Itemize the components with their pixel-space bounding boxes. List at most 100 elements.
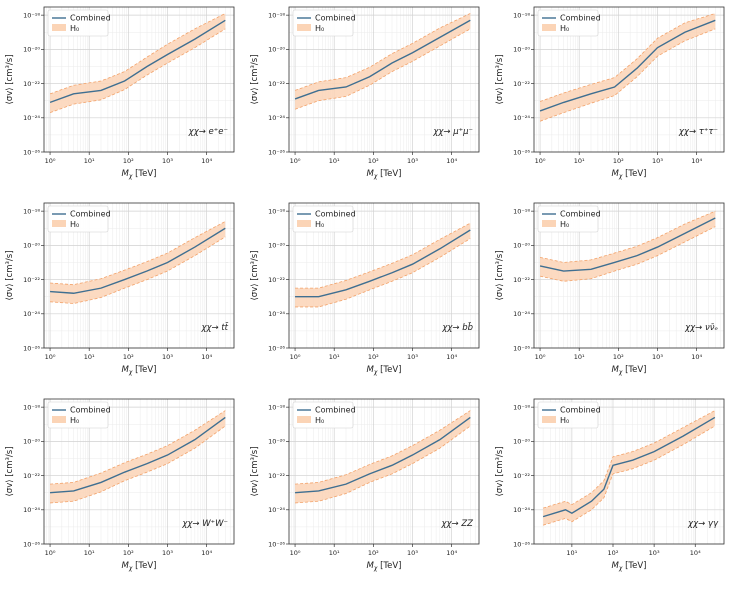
y-tick-label: 10⁻²⁰ <box>513 438 530 446</box>
x-tick-label: 10² <box>368 353 379 361</box>
axes-frame <box>43 6 235 153</box>
x-tick-label: 10⁴ <box>446 353 457 361</box>
chart-panel: 10⁰ 10¹ 10² 10³ 10⁴ 10⁻²⁶ 10⁻²⁴ 10⁻²² 10⁻²⁰ 10⁻¹⁸… <box>490 0 735 197</box>
chart-panel: 10⁰ 10¹ 10² 10³ 10⁴ 10⁻²⁶ 10⁻²⁴ 10⁻²² 10⁻²⁰ 10⁻¹⁸… <box>490 196 735 393</box>
y-tick-label: 10⁻²² <box>268 472 285 480</box>
y-tick-label: 10⁻¹⁸ <box>268 403 285 411</box>
y-tick-label: 10⁻¹⁸ <box>268 207 285 215</box>
x-axis-label: Mχ [TeV] <box>366 169 401 180</box>
legend-label-combined: Combined <box>560 210 601 219</box>
channel-label: χχ→ τ⁺τ⁻ <box>678 127 718 137</box>
x-tick-label: 10³ <box>162 157 173 165</box>
axes-frame <box>43 202 235 349</box>
h0-band <box>295 13 471 110</box>
x-axis-label: Mχ [TeV] <box>611 561 646 572</box>
x-tick-label: 10¹ <box>329 157 340 165</box>
plot-area <box>294 13 471 110</box>
h0-band <box>295 410 471 503</box>
y-axis-label: ⟨σv⟩ [cm³/s] <box>5 250 15 300</box>
legend-band-swatch <box>542 220 556 227</box>
y-tick-label: 10⁻¹⁸ <box>23 403 40 411</box>
h0-upper-edge <box>294 13 471 91</box>
y-tick-label: 10⁻²² <box>23 80 40 88</box>
x-tick-label: 10³ <box>407 353 418 361</box>
h0-lower-edge <box>295 425 471 504</box>
h0-band <box>295 223 471 307</box>
h0-band <box>50 410 226 503</box>
legend-band-swatch <box>297 416 311 423</box>
plot-area <box>295 222 471 308</box>
x-tick-label: 10² <box>613 157 624 165</box>
h0-lower-edge <box>543 425 716 526</box>
y-tick-label: 10⁻²⁰ <box>23 242 40 250</box>
h0-upper-edge <box>543 410 716 509</box>
chart-panel: 10⁰ 10¹ 10² 10³ 10⁴ 10⁻²⁶ 10⁻²⁴ 10⁻²² 10⁻²⁰ 10⁻¹⁸… <box>245 392 490 589</box>
x-tick-label: 10⁴ <box>201 353 212 361</box>
legend-label-combined: Combined <box>560 14 601 23</box>
y-axis-label: ⟨σv⟩ [cm³/s] <box>495 250 505 300</box>
x-tick-label: 10² <box>608 549 619 557</box>
plot-area <box>50 410 226 504</box>
y-axis-label: ⟨σv⟩ [cm³/s] <box>250 446 260 496</box>
h0-band <box>50 221 226 304</box>
y-tick-label: 10⁻²⁶ <box>513 148 530 156</box>
axes-frame <box>533 6 725 153</box>
h0-upper-edge <box>539 13 716 102</box>
axes-frame <box>288 202 480 349</box>
legend-band-swatch <box>297 24 311 31</box>
legend-label-combined: Combined <box>70 14 111 23</box>
legend-label-combined: Combined <box>315 210 356 219</box>
y-tick-label: 10⁻²⁶ <box>513 540 530 548</box>
h0-upper-edge <box>295 410 471 485</box>
chart-panel: 10¹ 10² 10³ 10⁴ 10⁻²⁶ 10⁻²⁴ 10⁻²² 10⁻²⁰ 10⁻¹⁸ Mχ … <box>490 392 735 589</box>
h0-upper-edge <box>539 210 716 263</box>
chart-svg: 10⁰ 10¹ 10² 10³ 10⁴ 10⁻²⁶ 10⁻²⁴ 10⁻²² 10⁻²⁰ 10⁻¹⁸… <box>250 6 480 180</box>
x-tick-label: 10³ <box>652 353 663 361</box>
h0-lower-edge <box>50 425 226 504</box>
legend-label-combined: Combined <box>560 406 601 415</box>
y-tick-label: 10⁻²⁶ <box>23 344 40 352</box>
y-tick-label: 10⁻²⁴ <box>23 114 40 122</box>
y-tick-label: 10⁻²² <box>513 472 530 480</box>
channel-label: χχ→ tt̄ <box>200 321 228 333</box>
y-tick-label: 10⁻²⁴ <box>268 310 285 318</box>
axes-frame <box>43 398 235 545</box>
legend-label-h0: H₀ <box>70 220 79 229</box>
legend-label-combined: Combined <box>315 406 356 415</box>
x-axis-label: Mχ [TeV] <box>121 169 156 180</box>
h0-upper-edge <box>49 13 226 95</box>
y-tick-label: 10⁻¹⁸ <box>513 207 530 215</box>
channel-label: χχ→ W⁺W⁻ <box>181 519 228 529</box>
y-tick-label: 10⁻²⁴ <box>23 506 40 514</box>
chart-panel: 10⁰ 10¹ 10² 10³ 10⁴ 10⁻²⁶ 10⁻²⁴ 10⁻²² 10⁻²⁰ 10⁻¹⁸… <box>245 196 490 393</box>
legend-label-combined: Combined <box>70 406 111 415</box>
y-tick-label: 10⁻²⁰ <box>23 438 40 446</box>
y-tick-label: 10⁻²⁶ <box>23 540 40 548</box>
x-tick-label: 10⁴ <box>690 549 701 557</box>
axes-frame <box>533 202 725 349</box>
x-axis-label: Mχ [TeV] <box>611 365 646 376</box>
x-tick-label: 10³ <box>652 157 663 165</box>
legend-label-h0: H₀ <box>315 24 324 33</box>
x-tick-label: 10³ <box>162 353 173 361</box>
x-tick-label: 10² <box>613 353 624 361</box>
x-axis-label: Mχ [TeV] <box>366 561 401 572</box>
y-tick-label: 10⁻²⁴ <box>513 114 530 122</box>
y-tick-label: 10⁻²⁶ <box>23 148 40 156</box>
y-tick-label: 10⁻²⁰ <box>268 438 285 446</box>
combined-line <box>539 217 716 272</box>
y-tick-label: 10⁻²⁶ <box>268 540 285 548</box>
chart-panel: 10⁰ 10¹ 10² 10³ 10⁴ 10⁻²⁶ 10⁻²⁴ 10⁻²² 10⁻²⁰ 10⁻¹⁸… <box>0 0 245 197</box>
x-tick-label: 10⁰ <box>290 353 301 361</box>
chart-svg: 10⁰ 10¹ 10² 10³ 10⁴ 10⁻²⁶ 10⁻²⁴ 10⁻²² 10⁻²⁰ 10⁻¹⁸… <box>495 202 725 376</box>
chart-panel: 10⁰ 10¹ 10² 10³ 10⁴ 10⁻²⁶ 10⁻²⁴ 10⁻²² 10⁻²⁰ 10⁻¹⁸… <box>0 392 245 589</box>
x-tick-label: 10² <box>368 157 379 165</box>
combined-line <box>542 416 716 518</box>
h0-lower-edge <box>49 28 226 114</box>
legend-label-h0: H₀ <box>560 416 569 425</box>
